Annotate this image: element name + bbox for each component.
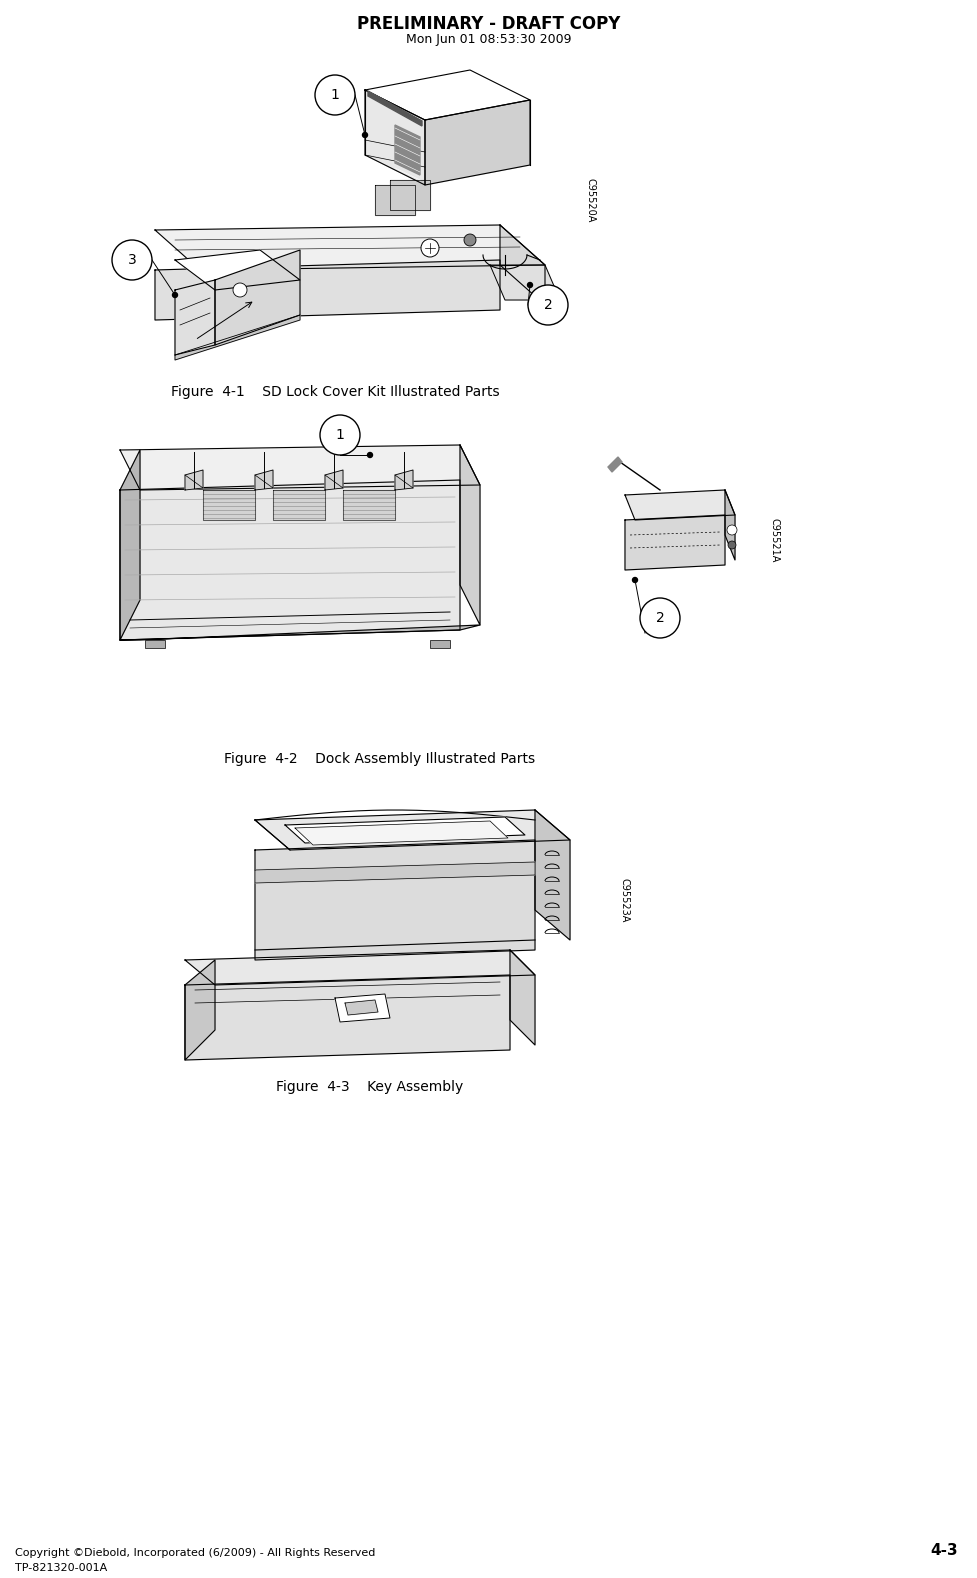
Polygon shape: [345, 1000, 378, 1015]
Circle shape: [463, 234, 476, 246]
Circle shape: [319, 415, 360, 454]
Polygon shape: [120, 625, 480, 641]
Circle shape: [527, 282, 531, 287]
Polygon shape: [624, 514, 724, 570]
Polygon shape: [154, 260, 499, 320]
Polygon shape: [624, 491, 735, 521]
Text: 2: 2: [655, 611, 663, 625]
Circle shape: [632, 578, 637, 582]
Polygon shape: [215, 249, 300, 346]
Polygon shape: [175, 279, 215, 355]
Bar: [145, 641, 165, 649]
Polygon shape: [367, 92, 421, 126]
Polygon shape: [374, 185, 414, 215]
Polygon shape: [255, 862, 534, 884]
Circle shape: [420, 238, 439, 257]
Polygon shape: [343, 491, 395, 521]
Polygon shape: [284, 817, 525, 843]
Bar: [430, 641, 449, 649]
Polygon shape: [185, 975, 509, 1060]
Text: 4-3: 4-3: [929, 1543, 957, 1557]
Polygon shape: [154, 226, 544, 270]
Text: C95520A: C95520A: [584, 178, 594, 222]
Circle shape: [112, 240, 151, 279]
Polygon shape: [364, 69, 530, 120]
Polygon shape: [425, 99, 530, 185]
Text: Copyright ©Diebold, Incorporated (6/2009) - All Rights Reserved: Copyright ©Diebold, Incorporated (6/2009…: [15, 1548, 375, 1557]
Polygon shape: [175, 316, 300, 360]
Polygon shape: [185, 950, 534, 985]
Polygon shape: [255, 839, 534, 959]
Circle shape: [315, 76, 355, 115]
Polygon shape: [203, 491, 255, 521]
Polygon shape: [459, 445, 480, 625]
Polygon shape: [390, 180, 430, 210]
Text: TP-821320-001A: TP-821320-001A: [15, 1562, 107, 1573]
Circle shape: [727, 541, 736, 549]
Polygon shape: [395, 125, 419, 175]
Polygon shape: [395, 470, 412, 491]
Polygon shape: [120, 480, 459, 641]
Text: 2: 2: [543, 298, 552, 312]
Text: Figure  4-1    SD Lock Cover Kit Illustrated Parts: Figure 4-1 SD Lock Cover Kit Illustrated…: [171, 385, 499, 399]
Polygon shape: [255, 810, 570, 851]
Circle shape: [233, 282, 247, 297]
Text: PRELIMINARY - DRAFT COPY: PRELIMINARY - DRAFT COPY: [357, 16, 620, 33]
Polygon shape: [295, 821, 507, 844]
Polygon shape: [724, 491, 735, 560]
Circle shape: [639, 598, 679, 638]
Polygon shape: [120, 450, 140, 641]
Polygon shape: [324, 470, 343, 491]
Polygon shape: [175, 249, 300, 290]
Circle shape: [172, 292, 177, 298]
Text: 1: 1: [335, 428, 344, 442]
Circle shape: [362, 133, 367, 137]
Polygon shape: [489, 265, 560, 300]
Text: Figure  4-2    Dock Assembly Illustrated Parts: Figure 4-2 Dock Assembly Illustrated Par…: [224, 753, 535, 765]
Polygon shape: [364, 90, 425, 185]
Circle shape: [528, 286, 568, 325]
Text: Mon Jun 01 08:53:30 2009: Mon Jun 01 08:53:30 2009: [405, 33, 572, 46]
Text: C95521A: C95521A: [769, 518, 780, 562]
Polygon shape: [273, 491, 324, 521]
Text: 1: 1: [330, 88, 339, 103]
Polygon shape: [534, 810, 570, 940]
Polygon shape: [120, 445, 480, 491]
Polygon shape: [185, 959, 215, 1060]
Polygon shape: [335, 994, 390, 1023]
Polygon shape: [499, 226, 544, 305]
Text: Figure  4-3    Key Assembly: Figure 4-3 Key Assembly: [276, 1079, 463, 1094]
Polygon shape: [608, 458, 621, 472]
Text: 3: 3: [127, 252, 136, 267]
Circle shape: [367, 453, 372, 458]
Polygon shape: [185, 470, 203, 491]
Polygon shape: [509, 950, 534, 1045]
Circle shape: [726, 525, 737, 535]
Polygon shape: [255, 470, 273, 491]
Text: C95523A: C95523A: [619, 877, 629, 922]
